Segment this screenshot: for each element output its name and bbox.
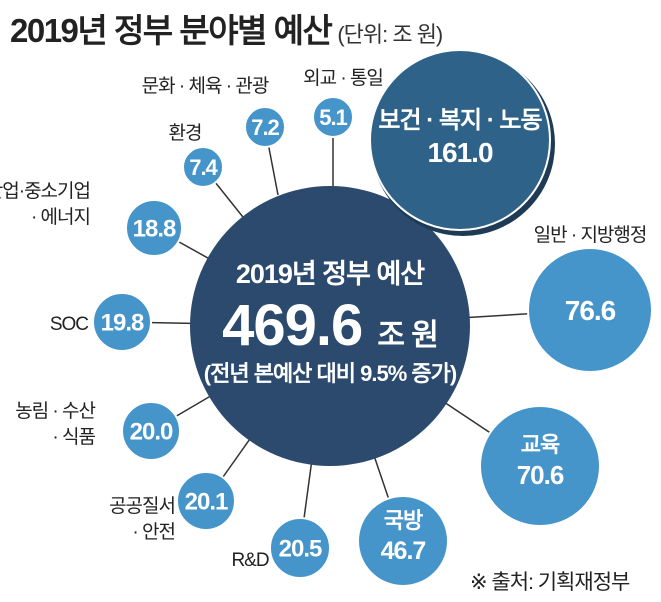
bubble-value: 20.1	[185, 489, 228, 516]
bubble-name: 산업·중소기업	[0, 180, 90, 202]
source-note: ※ 출처: 기획재정부	[470, 571, 630, 594]
bubble-value: 76.6	[565, 295, 616, 326]
bubble-9	[182, 146, 224, 188]
bubble-5	[176, 471, 236, 531]
total-bubble	[190, 186, 470, 466]
total-value: 469.6 조 원	[222, 293, 438, 358]
bubble-value: 18.8	[133, 216, 176, 243]
bubble-name: 외교 · 통일	[303, 67, 383, 89]
bubble-name: 농림 · 수산	[15, 400, 95, 422]
bubble-name: · 식품	[52, 426, 95, 448]
bubble-0	[369, 49, 551, 231]
bubble-name: 국방	[384, 508, 423, 533]
bubble-name: · 안전	[132, 521, 175, 543]
bubble-value: 20.5	[279, 536, 322, 563]
total-value-unit: 조 원	[377, 319, 438, 352]
total-label: 2019년 정부 예산	[236, 259, 425, 289]
bubble-11	[312, 96, 354, 138]
bubble-value: 46.7	[381, 537, 426, 565]
bubble-value: 7.2	[251, 115, 279, 140]
bubble-1	[527, 247, 653, 373]
bubble-7	[92, 292, 152, 352]
bubble-name: R&D	[231, 550, 268, 571]
bubble-10	[244, 106, 286, 148]
bubble-value: 5.1	[319, 105, 347, 130]
bubble-6	[121, 401, 181, 461]
bubble-value: 161.0	[427, 137, 492, 168]
bubble-2	[479, 405, 601, 527]
bubble-value: 70.6	[517, 460, 564, 490]
total-note: (전년 본예산 대비 9.5% 증가)	[204, 361, 457, 386]
bubble-value: 20.0	[130, 419, 173, 446]
chart-title: 2019년 정부 분야별 예산 (단위: 조 원)	[10, 4, 443, 52]
title-text: 2019년 정부 분야별 예산	[10, 12, 333, 49]
bubble-value: 19.8	[101, 310, 144, 337]
bubble-name: 공공질서	[109, 495, 175, 517]
bubble-name: 보건 · 복지 · 노동	[378, 107, 542, 134]
bubble-name: 환경	[169, 122, 202, 144]
bubble-name: 교육	[521, 432, 560, 457]
bubble-name: · 에너지	[31, 206, 90, 228]
bubble-name: 일반 · 지방행정	[534, 224, 647, 246]
bubble-8	[125, 199, 183, 257]
total-value-number: 469.6	[222, 293, 377, 358]
bubble-value: 7.4	[189, 155, 218, 180]
unit-label: (단위: 조 원)	[337, 22, 443, 47]
bubble-name: SOC	[50, 314, 88, 335]
bubble-3	[357, 495, 449, 587]
bubble-4	[269, 517, 331, 579]
bubble-name: 문화 · 체육 · 관광	[142, 75, 269, 97]
